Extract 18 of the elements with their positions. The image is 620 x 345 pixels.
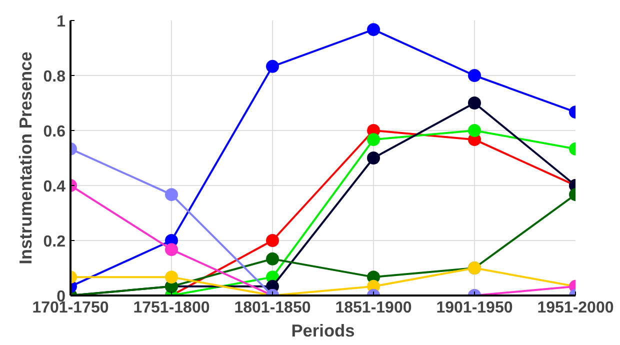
point [367,152,380,164]
x-tick-label: 1901-1950 [436,300,513,316]
y-axis-title: Instrumentation Presence [15,51,36,264]
x-tick-label: 1951-2000 [537,300,614,316]
point [367,133,380,146]
y-tick-label: 1 [56,14,66,30]
x-tick-label: 1851-1900 [335,300,412,316]
point [266,252,279,266]
y-tick-label: 0.2 [43,234,66,250]
y-tick-label: 0.8 [43,68,66,86]
x-tick-label: 1801-1850 [234,300,311,316]
point [367,23,380,36]
y-tick-label: 0.4 [43,178,66,196]
point [266,234,279,247]
x-axis-title: Periods [291,320,355,340]
x-tick-label: 1751-1800 [133,300,210,316]
y-tick-label: 0.6 [43,124,66,140]
point [266,60,279,73]
